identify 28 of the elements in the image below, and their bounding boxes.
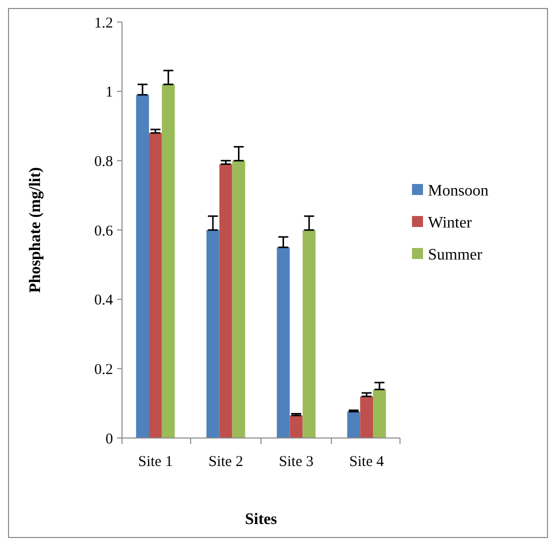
bar: [290, 415, 303, 438]
y-tick-label: 0.4: [94, 292, 114, 309]
legend-label: Monsoon: [428, 182, 488, 200]
y-tick-label: 0.2: [94, 362, 113, 378]
bar: [276, 247, 290, 438]
y-tick-label: 1.2: [94, 15, 113, 32]
bar: [347, 412, 360, 438]
bar: [219, 164, 232, 438]
legend-label: Winter: [428, 214, 472, 232]
y-tick-label: 0.8: [94, 154, 113, 170]
legend-label: Summer: [428, 246, 483, 264]
x-tick-label: Site 1: [138, 454, 173, 470]
x-axis-title: Sites: [245, 511, 277, 528]
bar: [373, 389, 386, 438]
bar: [360, 396, 374, 438]
y-axis-title: Phosphate (mg/lit): [27, 167, 44, 293]
x-tick-label: Site 3: [278, 454, 314, 470]
bar: [302, 230, 316, 438]
bar: [206, 230, 220, 438]
bar: [232, 160, 246, 438]
x-tick-label: Site 4: [349, 454, 384, 470]
x-tick-label: Site 2: [208, 454, 244, 470]
bar: [148, 132, 162, 438]
bar: [136, 94, 149, 438]
bar: [162, 84, 175, 438]
y-tick-label: 0: [106, 431, 113, 448]
y-tick-label: 0.6: [94, 223, 114, 240]
y-tick-label: 1: [106, 84, 113, 101]
